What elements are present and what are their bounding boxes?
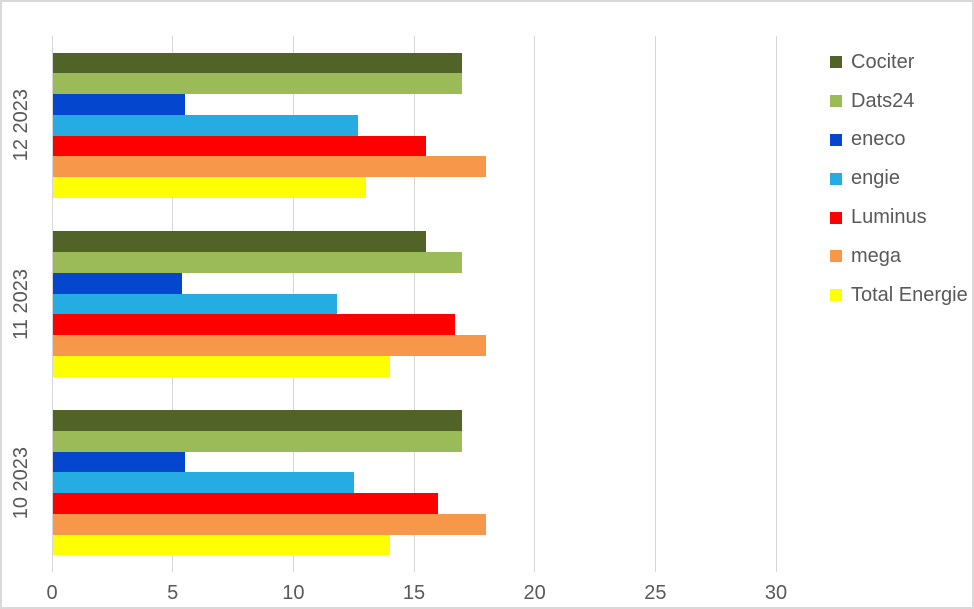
bar-cociter	[53, 52, 463, 74]
bar-eneco	[53, 272, 183, 294]
bar-total-energie	[53, 534, 390, 556]
legend-swatch	[830, 133, 842, 146]
x-axis-tick-label: 20	[523, 582, 546, 604]
legend-swatch	[830, 56, 842, 69]
y-axis-category: 10 2023	[4, 393, 38, 572]
legend-label: engie	[851, 167, 900, 190]
legend-swatch	[830, 172, 842, 185]
bar-engie	[53, 114, 359, 136]
category-label: 11 2023	[9, 268, 32, 340]
legend-label: mega	[851, 244, 902, 267]
bar-mega	[53, 156, 487, 178]
y-axis-category: 11 2023	[4, 215, 38, 394]
bar-total-energie	[53, 355, 390, 377]
legend-label: Luminus	[851, 206, 927, 229]
legend-label: eneco	[851, 128, 906, 151]
bar-luminus	[53, 314, 456, 336]
x-axis-tick-label: 30	[764, 582, 788, 604]
bar-eneco	[53, 451, 185, 473]
legend-swatch	[830, 211, 842, 224]
bar-luminus	[53, 135, 427, 157]
legend: Cociter Dats24 eneco engie Luminus mega Total …	[830, 43, 968, 315]
legend-item: Dats24	[830, 82, 968, 121]
x-gridline	[654, 36, 656, 572]
bar-mega	[53, 513, 487, 535]
legend-label: Total Energie	[851, 283, 968, 306]
bar-total-energie	[53, 177, 366, 198]
x-axis-tick-label: 10	[282, 582, 305, 604]
x-axis-tick-label: 15	[402, 582, 426, 604]
y-axis-line	[51, 36, 53, 572]
bar-eneco	[53, 94, 185, 115]
bar-dats24	[53, 430, 463, 452]
legend-item: Total Energie	[830, 276, 968, 315]
bar-mega	[53, 335, 487, 356]
x-axis-tick-label: 0	[46, 582, 58, 604]
x-gridline	[775, 36, 777, 572]
bar-engie	[53, 472, 354, 494]
legend-item: mega	[830, 237, 968, 276]
bar-dats24	[53, 252, 463, 273]
legend-item: engie	[830, 159, 968, 198]
y-axis-category: 12 2023	[4, 36, 38, 215]
legend-label: Cociter	[851, 50, 915, 73]
bar-luminus	[53, 493, 439, 514]
bar-cociter	[53, 231, 427, 253]
legend-item: Luminus	[830, 198, 968, 237]
x-gridline	[534, 36, 536, 572]
legend-item: eneco	[830, 121, 968, 160]
x-gridline	[413, 36, 415, 572]
legend-item: Cociter	[830, 43, 968, 82]
legend-swatch	[830, 250, 842, 263]
category-label: 10 2023	[9, 446, 32, 519]
legend-swatch	[830, 95, 842, 108]
legend-label: Dats24	[851, 89, 915, 112]
x-axis-tick-label: 25	[644, 582, 667, 604]
legend-swatch	[830, 289, 842, 302]
x-axis-tick-label: 5	[167, 582, 179, 604]
bar-cociter	[53, 410, 463, 431]
bar-engie	[53, 293, 337, 315]
category-label: 12 2023	[9, 89, 32, 162]
bar-dats24	[53, 73, 463, 95]
